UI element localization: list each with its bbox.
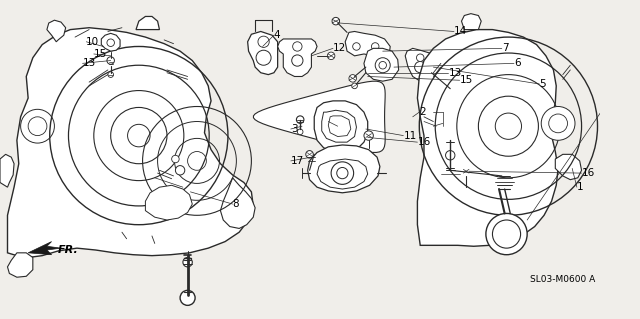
- Polygon shape: [145, 185, 192, 220]
- Polygon shape: [8, 28, 253, 257]
- Text: 13: 13: [449, 68, 461, 78]
- Text: 16: 16: [417, 137, 431, 147]
- Polygon shape: [278, 39, 317, 77]
- Text: 17: 17: [291, 156, 304, 166]
- Polygon shape: [461, 14, 481, 30]
- Text: 11: 11: [403, 130, 417, 141]
- Circle shape: [461, 167, 471, 176]
- Text: 2: 2: [419, 107, 426, 117]
- Polygon shape: [0, 154, 14, 187]
- Polygon shape: [328, 116, 351, 137]
- Polygon shape: [345, 32, 390, 58]
- Polygon shape: [405, 48, 436, 81]
- Circle shape: [371, 43, 379, 50]
- Circle shape: [364, 131, 373, 140]
- Polygon shape: [253, 81, 385, 152]
- Circle shape: [541, 107, 575, 140]
- Circle shape: [331, 162, 354, 184]
- Circle shape: [445, 151, 455, 160]
- Circle shape: [180, 290, 195, 305]
- Text: 1: 1: [577, 182, 584, 192]
- Polygon shape: [101, 33, 120, 51]
- Circle shape: [417, 54, 424, 62]
- Circle shape: [306, 151, 314, 158]
- Text: 16: 16: [582, 168, 595, 178]
- Circle shape: [337, 167, 348, 179]
- Circle shape: [353, 43, 360, 50]
- Circle shape: [292, 42, 302, 51]
- Circle shape: [107, 39, 115, 47]
- Text: 7: 7: [502, 43, 508, 53]
- Polygon shape: [364, 48, 399, 81]
- Circle shape: [108, 72, 113, 78]
- Circle shape: [292, 55, 303, 66]
- Text: 13: 13: [83, 58, 96, 68]
- Circle shape: [332, 18, 340, 25]
- Text: 8: 8: [232, 199, 239, 209]
- Circle shape: [415, 62, 426, 73]
- Circle shape: [175, 166, 185, 175]
- Circle shape: [375, 58, 390, 73]
- Text: 5: 5: [540, 79, 546, 89]
- Circle shape: [183, 257, 192, 267]
- Polygon shape: [47, 20, 66, 42]
- Polygon shape: [28, 241, 61, 255]
- Polygon shape: [136, 17, 159, 30]
- Text: FR.: FR.: [58, 245, 79, 255]
- Text: 15: 15: [460, 75, 473, 85]
- Circle shape: [349, 75, 356, 82]
- Text: 4: 4: [274, 30, 280, 40]
- Text: 15: 15: [94, 49, 107, 59]
- Circle shape: [172, 155, 179, 163]
- Circle shape: [352, 83, 357, 89]
- Polygon shape: [417, 30, 558, 246]
- Polygon shape: [220, 178, 255, 228]
- Polygon shape: [308, 145, 380, 193]
- Polygon shape: [556, 154, 582, 180]
- Text: 12: 12: [333, 43, 346, 53]
- Circle shape: [107, 57, 115, 64]
- Circle shape: [379, 62, 387, 69]
- Polygon shape: [322, 110, 356, 142]
- Text: 10: 10: [86, 37, 99, 47]
- Polygon shape: [314, 101, 368, 152]
- Polygon shape: [317, 159, 368, 189]
- Circle shape: [258, 36, 269, 48]
- Polygon shape: [248, 32, 278, 75]
- Circle shape: [548, 114, 568, 133]
- Text: 14: 14: [454, 26, 467, 36]
- Polygon shape: [8, 253, 33, 277]
- Circle shape: [298, 129, 303, 135]
- Text: SL03-M0600 A: SL03-M0600 A: [530, 275, 595, 284]
- Circle shape: [486, 213, 527, 255]
- Text: 6: 6: [514, 58, 521, 68]
- Circle shape: [342, 122, 352, 131]
- Circle shape: [296, 116, 304, 123]
- Circle shape: [328, 52, 335, 60]
- Circle shape: [492, 220, 520, 248]
- Circle shape: [256, 50, 271, 65]
- Text: 3: 3: [291, 124, 298, 134]
